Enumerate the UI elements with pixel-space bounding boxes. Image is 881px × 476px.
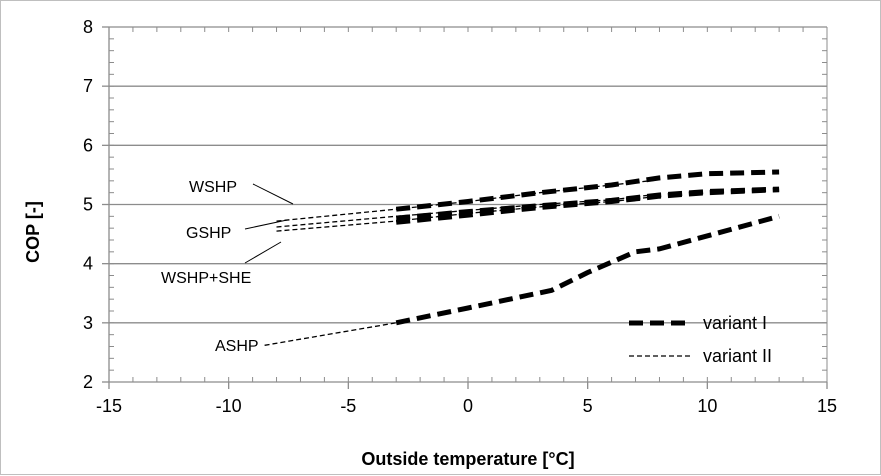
- y-axis-title: COP [-]: [23, 201, 43, 263]
- series-line-ashp-variant-i: [395, 213, 780, 326]
- series-line-wshp-she-variant-i: [395, 187, 780, 225]
- y-tick-label-2: 4: [83, 254, 93, 274]
- label-layer: WSHP GSHP WSHP+SHE ASHP: [161, 179, 294, 355]
- x-tick-label-2: -5: [340, 396, 356, 416]
- leader-line-wshp: [252, 183, 294, 205]
- x-tick-label-1: -10: [216, 396, 242, 416]
- x-tick-label-6: 15: [817, 396, 837, 416]
- legend-label-variant-i: variant I: [703, 313, 767, 333]
- legend: variant I variant II: [629, 313, 772, 366]
- series-layer: [264, 169, 780, 346]
- series-line-wshp-variant-i: [395, 169, 780, 212]
- x-tick-label-3: 0: [463, 396, 473, 416]
- series-line-ashp-variant-ii: [264, 322, 397, 346]
- axis-layer: -15 -10 -5 0 5 10 15 2 3 4 5 6 7 8: [83, 17, 837, 416]
- annotation-wshp-she: WSHP+SHE: [161, 270, 251, 287]
- y-tick-label-3: 5: [83, 195, 93, 215]
- x-tick-label-5: 10: [697, 396, 717, 416]
- leader-line-wshp-she: [244, 241, 282, 264]
- annotation-ashp: ASHP: [215, 338, 259, 355]
- y-tick-label-1: 3: [83, 313, 93, 333]
- x-tick-label-0: -15: [96, 396, 122, 416]
- x-tick-label-4: 5: [583, 396, 593, 416]
- leader-line-gshp: [244, 219, 288, 230]
- legend-label-variant-ii: variant II: [703, 346, 772, 366]
- y-tick-label-4: 6: [83, 135, 93, 155]
- y-tick-label-5: 7: [83, 76, 93, 96]
- annotation-gshp: GSHP: [186, 225, 231, 242]
- y-tick-label-0: 2: [83, 372, 93, 392]
- x-axis-title: Outside temperature [°C]: [361, 449, 574, 469]
- y-tick-label-6: 8: [83, 17, 93, 37]
- annotation-wshp: WSHP: [189, 179, 237, 196]
